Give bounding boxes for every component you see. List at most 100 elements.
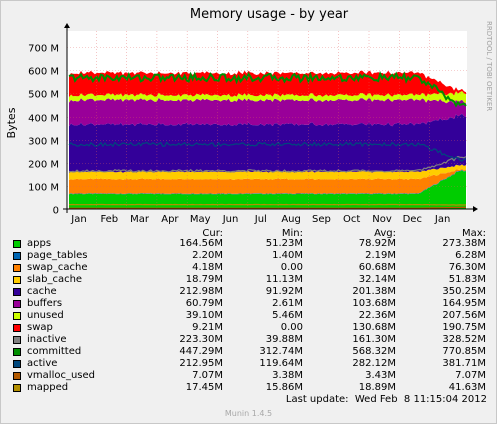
legend-row: swap 9.21M 0.00 130.68M 190.75M [13, 322, 491, 334]
last-update: Last update: Wed Feb 8 11:15:04 2012 [285, 394, 487, 405]
legend-cur: 39.10M [185, 310, 223, 321]
line-vmalloc_used [69, 206, 466, 209]
legend-max: 381.71M [442, 358, 486, 369]
y-axis-arrow [64, 23, 70, 28]
legend-max: 76.30M [448, 262, 486, 273]
y-tick-label: 400 M [28, 114, 59, 125]
legend-cur: 2.20M [192, 250, 223, 261]
legend-swatch [13, 240, 21, 248]
legend-min: 2.61M [272, 298, 303, 309]
legend-label: swap [27, 322, 53, 333]
legend-avg: 22.36M [358, 310, 396, 321]
legend-max: 51.83M [448, 274, 486, 285]
x-tick-label: Aug [281, 214, 301, 225]
legend-label: swap_cache [27, 262, 88, 273]
legend-cur: 18.79M [185, 274, 223, 285]
legend-label: active [27, 358, 58, 369]
legend-cur: 4.18M [192, 262, 223, 273]
legend-row: unused 39.10M 5.46M 22.36M 207.56M [13, 310, 491, 322]
legend-header: Cur: Min: Avg: Max: [13, 228, 493, 240]
legend-swatch [13, 300, 21, 308]
legend-max: 190.75M [442, 322, 486, 333]
x-tick-label: Mar [130, 214, 150, 225]
legend-max: 6.28M [455, 250, 486, 261]
legend-cur: 212.95M [179, 358, 223, 369]
area-cache [69, 113, 466, 173]
legend-min: 119.64M [259, 358, 303, 369]
memory-chart: Memory usage - by year Bytes RRDTOOL / T… [5, 7, 493, 225]
x-tick-label: Jun [222, 214, 239, 225]
x-tick-label: May [190, 214, 211, 225]
x-tick-label: Jul [254, 214, 267, 225]
legend-cur: 7.07M [192, 370, 223, 381]
legend-min: 39.88M [265, 334, 303, 345]
area-apps [69, 170, 466, 209]
legend-swatch [13, 360, 21, 368]
x-tick-label: Feb [100, 214, 118, 225]
stacked-areas [69, 70, 466, 209]
legend-min: 5.46M [272, 310, 303, 321]
legend-label: committed [27, 346, 82, 357]
legend-label: page_tables [27, 250, 88, 261]
legend-label: mapped [27, 382, 69, 393]
legend-avg: 130.68M [352, 322, 396, 333]
legend-min: 1.40M [272, 250, 303, 261]
legend-max: 328.52M [442, 334, 486, 345]
legend-row: inactive 223.30M 39.88M 161.30M 328.52M [13, 334, 491, 346]
legend-avg: 568.32M [352, 346, 396, 357]
legend-row: swap_cache 4.18M 0.00 60.68M 76.30M [13, 262, 491, 274]
x-axis-arrow [473, 206, 478, 212]
legend-row: buffers 60.79M 2.61M 103.68M 164.95M [13, 298, 491, 310]
line-mapped [69, 203, 467, 206]
legend-avg: 32.14M [358, 274, 396, 285]
legend-row: page_tables 2.20M 1.40M 2.19M 6.28M [13, 250, 491, 262]
legend-min: 0.00 [280, 322, 303, 333]
legend-label: unused [27, 310, 64, 321]
legend-avg: 60.68M [358, 262, 396, 273]
area-slab_cache [69, 164, 466, 180]
header-max: Max: [461, 228, 486, 239]
y-tick-label: 500 M [28, 90, 59, 101]
legend-swatch [13, 264, 21, 272]
legend-label: slab_cache [27, 274, 83, 285]
legend-avg: 201.38M [352, 286, 396, 297]
legend-cur: 212.98M [179, 286, 223, 297]
y-tick-label: 300 M [28, 137, 59, 148]
legend-min: 3.38M [272, 370, 303, 381]
legend-max: 273.38M [442, 238, 486, 249]
area-unused [69, 91, 466, 104]
legend-label: apps [27, 238, 52, 249]
grid-lines [67, 31, 467, 209]
x-tick-label: Apr [161, 214, 179, 225]
legend-label: vmalloc_used [27, 370, 96, 381]
legend-avg: 18.89M [358, 382, 396, 393]
legend-swatch [13, 384, 21, 392]
legend-row: vmalloc_used 7.07M 3.38M 3.43M 7.07M [13, 370, 491, 382]
x-tick-label: Dec [403, 214, 422, 225]
munin-version: Munin 1.4.5 [224, 409, 273, 418]
legend-max: 7.07M [455, 370, 486, 381]
legend-swatch [13, 288, 21, 296]
header-min: Min: [281, 228, 303, 239]
y-axis-ticks: 0 100 M 200 M 300 M 400 M 500 M 600 M 700 M [28, 44, 59, 217]
legend-avg: 282.12M [352, 358, 396, 369]
legend-max: 164.95M [442, 298, 486, 309]
legend-row: apps 164.56M 51.23M 78.92M 273.38M [13, 238, 491, 250]
legend-max: 770.85M [442, 346, 486, 357]
y-tick-label: 600 M [28, 67, 59, 78]
line-series [68, 70, 467, 209]
line-inactive [68, 155, 467, 173]
y-tick-label: 700 M [28, 44, 59, 55]
legend-max: 41.63M [448, 382, 486, 393]
legend-max: 350.25M [442, 286, 486, 297]
legend-swatch [13, 372, 21, 380]
y-tick-label: 200 M [28, 160, 59, 171]
legend-max: 207.56M [442, 310, 486, 321]
rrdtool-credit: RRDTOOL / TOBI OETIKER [485, 21, 493, 111]
legend-swatch [13, 348, 21, 356]
legend-min: 11.13M [265, 274, 303, 285]
legend-min: 15.86M [265, 382, 303, 393]
x-tick-label: Nov [372, 214, 392, 225]
legend-avg: 3.43M [365, 370, 396, 381]
